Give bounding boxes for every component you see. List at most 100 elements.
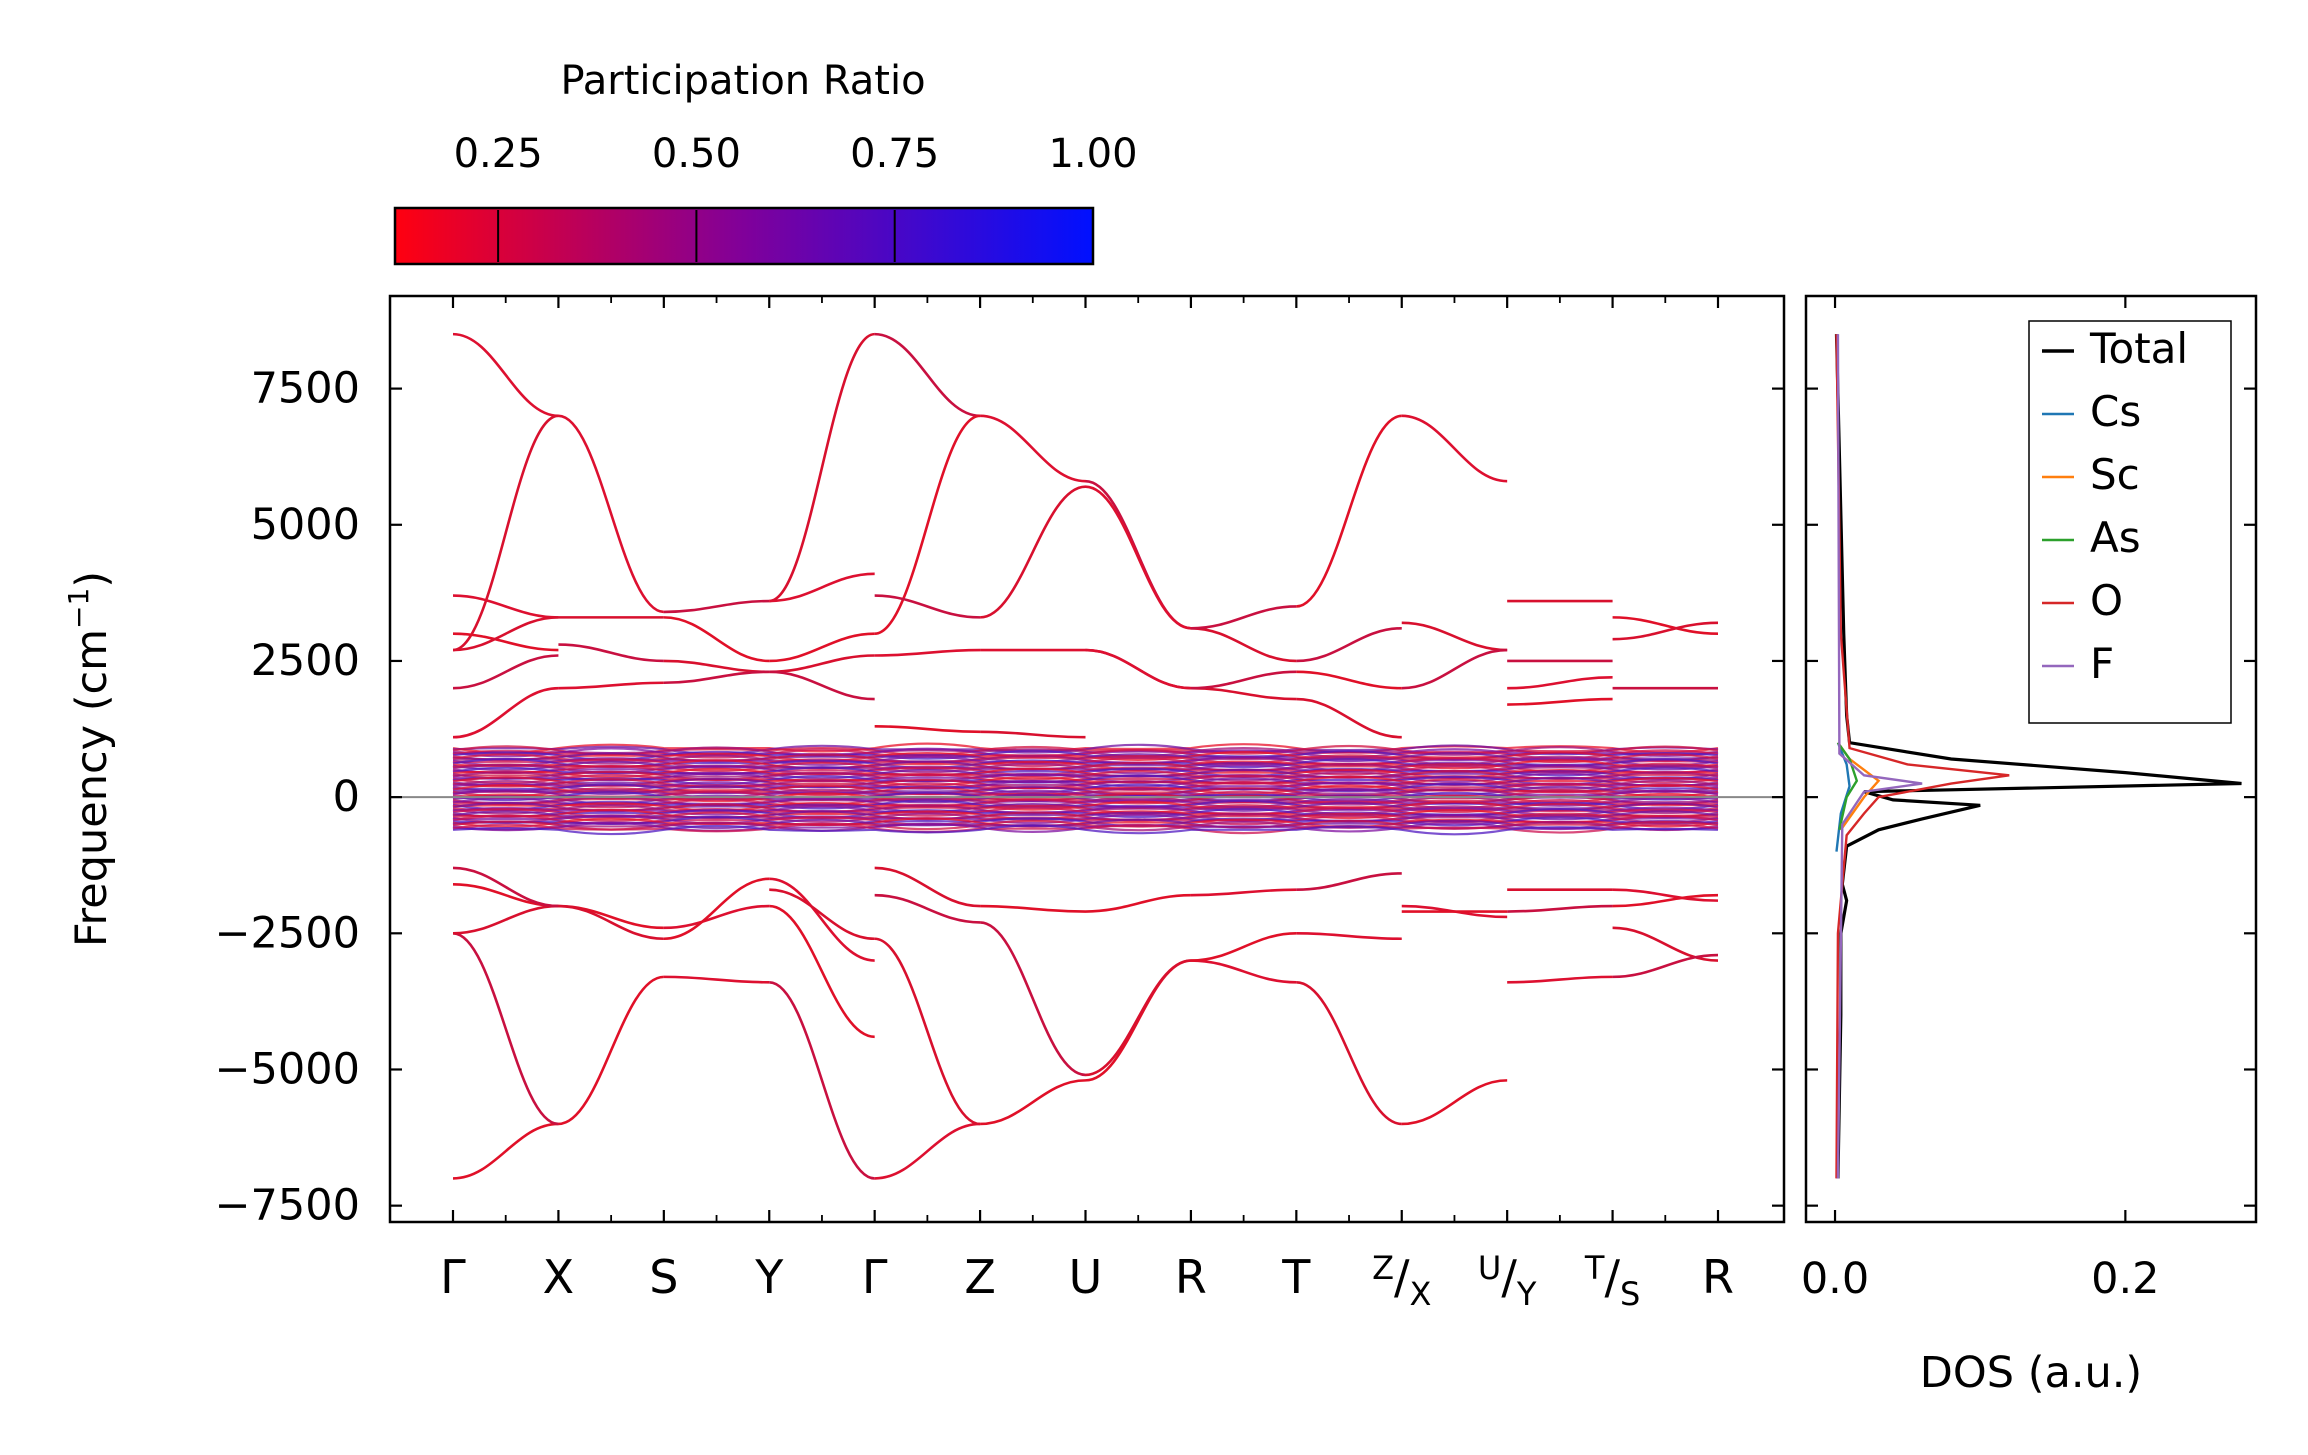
dense-band-line-53 bbox=[452, 805, 1719, 817]
dense-band-line-47 bbox=[452, 798, 1719, 810]
dense-band-line-54 bbox=[452, 806, 1719, 818]
band-line-49 bbox=[980, 904, 1086, 913]
dense-band-line-8 bbox=[452, 752, 1719, 764]
band-line-2 bbox=[452, 414, 559, 652]
legend-label-f: F bbox=[2090, 639, 2114, 688]
band-line-17 bbox=[558, 904, 664, 930]
colorbar-tick-label-3: 1.00 bbox=[1048, 131, 1137, 177]
band-line-39 bbox=[874, 594, 981, 619]
dense-band-line-7 bbox=[452, 750, 1719, 762]
band-line-84 bbox=[1507, 975, 1613, 984]
band-line-23 bbox=[663, 670, 770, 685]
band-line-86 bbox=[1612, 621, 1719, 641]
dense-band-line-61 bbox=[452, 814, 1719, 826]
band-line-28 bbox=[769, 572, 875, 603]
band-line-60 bbox=[1190, 959, 1297, 984]
colorbar-tick-label-1: 0.50 bbox=[652, 131, 741, 177]
legend-label-total: Total bbox=[2089, 324, 2188, 373]
band-line-70 bbox=[1296, 697, 1402, 739]
band-line-33 bbox=[769, 904, 875, 1039]
dense-band-line-65 bbox=[452, 819, 1719, 831]
dense-band-line-45 bbox=[452, 795, 1719, 807]
dense-band-line-3 bbox=[452, 746, 1719, 758]
band-line-22 bbox=[663, 659, 770, 674]
band-line-29 bbox=[769, 632, 875, 663]
dos-x-tick-label-1: 0.2 bbox=[2091, 1254, 2159, 1304]
band-line-62 bbox=[1190, 686, 1297, 701]
band-line-61 bbox=[1190, 932, 1297, 962]
dense-band-line-19 bbox=[452, 765, 1719, 777]
band-line-54 bbox=[1085, 959, 1192, 1077]
dense-band-line-36 bbox=[452, 785, 1719, 797]
band-line-41 bbox=[874, 725, 981, 734]
dense-band-line-60 bbox=[452, 813, 1719, 825]
colorbar: Participation Ratio 0.25 0.50 0.75 1.00 bbox=[393, 58, 1138, 266]
band-line-0 bbox=[452, 332, 559, 418]
band-line-38 bbox=[874, 937, 981, 1126]
colorbar-tick-label-0: 0.25 bbox=[454, 131, 543, 177]
dense-band-line-13 bbox=[452, 758, 1719, 770]
band-line-26 bbox=[768, 332, 875, 603]
band-line-21 bbox=[663, 616, 770, 663]
band-line-7 bbox=[452, 654, 559, 690]
dense-band-line-57 bbox=[452, 810, 1719, 822]
band-line-75 bbox=[1401, 648, 1508, 690]
legend-frame bbox=[2028, 320, 2232, 724]
band-line-24 bbox=[663, 904, 770, 930]
dense-band-line-6 bbox=[452, 749, 1719, 761]
dense-band-line-5 bbox=[452, 748, 1719, 760]
band-line-27 bbox=[769, 981, 875, 1180]
band-plot: 7500 5000 2500 0 −2500 −5000 −7500 Γ X S Y Γ Z U R T Z/X… bbox=[62, 294, 1786, 1313]
y-tick-label-0: 7500 bbox=[251, 364, 360, 414]
band-line-65 bbox=[1296, 414, 1402, 608]
k-label-1: X bbox=[543, 1250, 575, 1304]
dense-band-line-14 bbox=[452, 759, 1719, 771]
band-line-69 bbox=[1296, 670, 1402, 690]
k-label-6: U bbox=[1069, 1250, 1103, 1304]
dense-band-line-64 bbox=[452, 818, 1719, 830]
dense-band-line-30 bbox=[452, 778, 1719, 790]
band-line-37 bbox=[874, 414, 981, 636]
band-line-45 bbox=[980, 1079, 1086, 1126]
band-line-18 bbox=[558, 904, 664, 941]
dense-band-line-51 bbox=[452, 802, 1719, 815]
band-line-81 bbox=[1507, 697, 1613, 706]
y-tick-label-3: 0 bbox=[333, 772, 360, 822]
dense-band-line-24 bbox=[452, 770, 1719, 783]
dense-band-line-31 bbox=[452, 779, 1719, 791]
k-label-0: Γ bbox=[440, 1250, 466, 1304]
legend-label-as: As bbox=[2090, 513, 2141, 562]
dense-band-line-40 bbox=[452, 789, 1719, 801]
band-line-74 bbox=[1401, 621, 1508, 652]
dense-band-line-44 bbox=[452, 794, 1719, 806]
k-label-11: T/S bbox=[1584, 1249, 1640, 1313]
band-line-56 bbox=[1085, 648, 1191, 690]
colorbar-gradient bbox=[393, 206, 1095, 266]
dense-band-line-63 bbox=[452, 817, 1719, 829]
band-line-72 bbox=[1401, 414, 1508, 483]
band-line-89 bbox=[1612, 893, 1719, 908]
band-line-58 bbox=[1190, 626, 1297, 663]
dense-band-line-2 bbox=[452, 744, 1719, 756]
dense-band-line-4 bbox=[452, 747, 1719, 759]
y-tick-label-5: −5000 bbox=[215, 1044, 360, 1094]
dos-series-f bbox=[1836, 334, 1923, 1179]
dense-band-line-34 bbox=[452, 782, 1719, 794]
dos-series-o bbox=[1835, 334, 2010, 1179]
band-line-5 bbox=[452, 632, 559, 652]
dense-band-line-43 bbox=[452, 793, 1719, 805]
dense-band-line-46 bbox=[452, 797, 1719, 809]
dos-series-as bbox=[1836, 741, 1859, 831]
band-line-90 bbox=[1612, 926, 1719, 962]
band-line-15 bbox=[558, 643, 664, 663]
band-line-8 bbox=[452, 686, 559, 739]
band-line-46 bbox=[979, 485, 1086, 619]
dense-band-line-69 bbox=[452, 824, 1719, 836]
dense-band-line-9 bbox=[452, 753, 1719, 765]
dense-band-line-66 bbox=[452, 820, 1719, 832]
dense-band-line-10 bbox=[452, 754, 1719, 766]
band-line-3 bbox=[452, 932, 559, 1126]
dense-band-line-52 bbox=[452, 804, 1719, 816]
k-label-3: Y bbox=[754, 1250, 784, 1304]
dense-band-line-21 bbox=[452, 767, 1719, 779]
